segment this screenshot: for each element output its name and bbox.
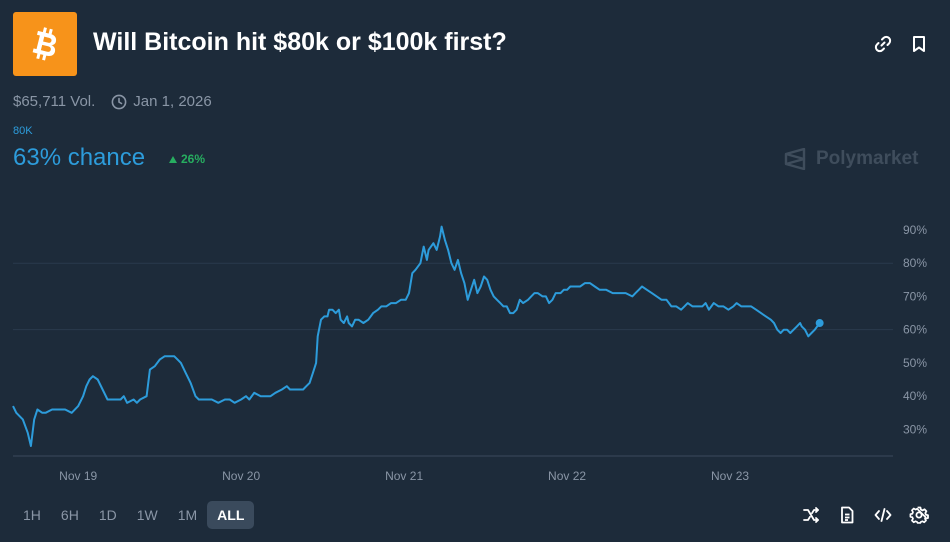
code-icon[interactable]: [873, 505, 893, 525]
y-tick-label: 50%: [903, 356, 927, 370]
range-button-6h[interactable]: 6H: [60, 507, 79, 523]
y-axis: 90% 80% 70% 60% 50% 40% 30%: [903, 223, 927, 436]
bookmark-icon[interactable]: [909, 34, 929, 54]
market-logo: [13, 12, 77, 76]
x-tick-label: Nov 23: [711, 469, 749, 480]
range-button-1m[interactable]: 1M: [177, 507, 198, 523]
market-meta: $65,711 Vol. Jan 1, 2026: [13, 93, 212, 110]
outcome-label: 80K: [13, 125, 33, 137]
chart-grid: [13, 262, 893, 457]
time-range-selector: 1H 6H 1D 1W 1M ALL: [13, 501, 255, 529]
y-tick-label: 80%: [903, 256, 927, 270]
document-icon[interactable]: [837, 505, 857, 525]
change-badge: 26%: [169, 152, 205, 166]
shuffle-icon[interactable]: [801, 505, 821, 525]
gear-icon[interactable]: [909, 505, 929, 525]
x-axis: Nov 19 Nov 20 Nov 21 Nov 22 Nov 23: [59, 469, 749, 480]
market-title: Will Bitcoin hit $80k or $100k first?: [93, 28, 507, 56]
y-tick-label: 40%: [903, 389, 927, 403]
volume-text: $65,711 Vol.: [13, 93, 96, 110]
polymarket-watermark: Polymarket: [784, 148, 918, 170]
range-button-1w[interactable]: 1W: [136, 507, 158, 523]
chart-series: [12, 225, 824, 447]
y-tick-label: 70%: [903, 289, 927, 303]
range-button-all[interactable]: ALL: [207, 501, 255, 529]
clock-icon: [111, 94, 127, 109]
y-tick-label: 60%: [903, 323, 927, 337]
y-tick-label: 90%: [903, 223, 927, 237]
brand-name: Polymarket: [816, 148, 919, 169]
x-tick-label: Nov 22: [548, 469, 586, 480]
series-endpoint-0: [815, 319, 824, 328]
x-tick-label: Nov 21: [385, 469, 423, 480]
series-line-0: [12, 225, 821, 447]
polymarket-logo-icon: [784, 148, 806, 170]
range-button-1d[interactable]: 1D: [98, 507, 117, 523]
x-tick-label: Nov 19: [59, 469, 97, 480]
y-tick-label: 30%: [903, 422, 927, 436]
chance-text: 63% chance: [13, 144, 146, 171]
change-text: 26%: [181, 152, 206, 166]
range-button-1h[interactable]: 1H: [23, 507, 41, 523]
price-chart: 90% 80% 70% 60% 50% 40% 30% Nov 19 Nov 20 Nov 21…: [12, 223, 927, 480]
x-tick-label: Nov 20: [222, 469, 260, 480]
end-date-text: Jan 1, 2026: [133, 93, 212, 110]
up-arrow-icon: [169, 155, 177, 163]
link-icon[interactable]: [873, 34, 893, 54]
bitcoin-icon: [32, 27, 57, 61]
